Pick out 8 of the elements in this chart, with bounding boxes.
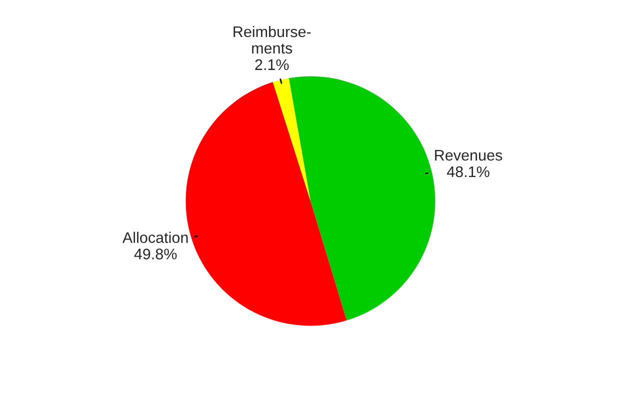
data-label: 49.8% — [134, 248, 177, 260]
data-label: 2.1% — [255, 59, 289, 70]
pie-slice — [272, 78, 310, 201]
slice-label: Allocation — [122, 232, 188, 243]
slice-label: Reimburse- ments — [234, 26, 311, 54]
pie-slice — [288, 76, 436, 320]
slice-label: Revenues — [435, 150, 502, 161]
data-label: 48.1% — [446, 166, 490, 178]
